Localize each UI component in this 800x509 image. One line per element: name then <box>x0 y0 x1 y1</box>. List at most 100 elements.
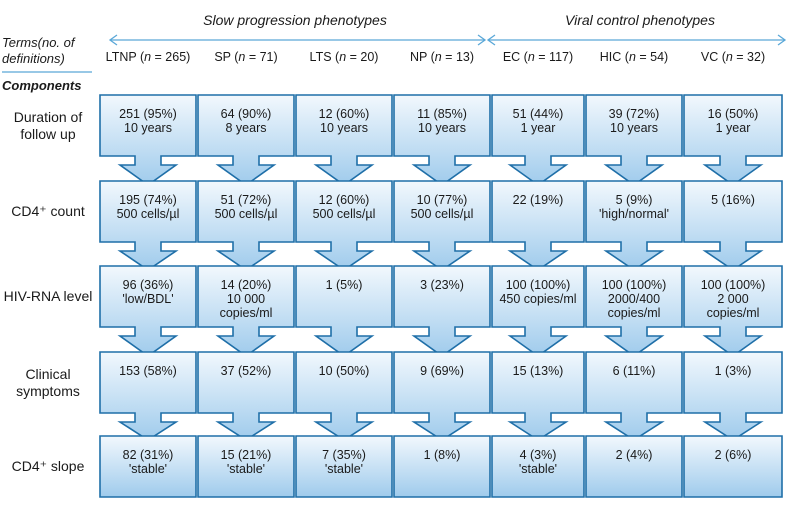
cell-line: 51 (44%) <box>512 107 564 121</box>
cell-line: 15 (13%) <box>512 364 564 378</box>
cell-box-r0-c1 <box>197 94 295 186</box>
row-label-1: CD4⁺ count <box>11 203 85 219</box>
cell-line: 500 cells/µl <box>214 207 278 221</box>
term-count: = 265) <box>151 50 191 64</box>
cell-line: 10 000 <box>226 292 266 306</box>
cell-line: 37 (52%) <box>220 364 272 378</box>
cell-line: copies/ml <box>607 306 661 320</box>
row-label-4: CD4⁺ slope <box>11 458 85 474</box>
cell-box-r1-c6 <box>683 180 783 271</box>
cell-r4-np: 1 (8%) <box>394 448 490 462</box>
cell-line: 2 (6%) <box>714 448 752 462</box>
cell-r0-lts: 12 (60%) 10 years <box>296 107 392 135</box>
cell-box-r3-c1 <box>197 351 295 441</box>
cell-r4-ec: 4 (3%)'stable' <box>492 448 584 476</box>
term-count: = 54) <box>635 50 669 64</box>
cell-line: 100 (100%) <box>700 278 766 292</box>
cell-box-r2-c4 <box>491 265 585 357</box>
cell-line: 5 (16%) <box>711 193 755 207</box>
cell-line: 'stable' <box>226 462 266 476</box>
cell-line: 9 (69%) <box>420 364 464 378</box>
cell-box-r3-c2 <box>295 351 393 441</box>
cell-line: 1 year <box>715 121 751 135</box>
term-name: EC ( <box>502 50 528 64</box>
term-name: VC ( <box>700 50 726 64</box>
cell-box-r4-c3 <box>393 435 491 498</box>
cell-line: 'stable' <box>518 462 558 476</box>
term-count: = 20) <box>346 50 379 64</box>
cell-line: 100 (100%) <box>505 278 571 292</box>
cell-r3-ltnp: 153 (58%) <box>100 364 196 378</box>
cell-box-r3-c6 <box>683 351 783 441</box>
group-title-slow-progression: Slow progression phenotypes <box>203 12 387 28</box>
cell-r3-np: 9 (69%) <box>394 364 490 378</box>
cell-r4-vc: 2 (6%) <box>684 448 782 462</box>
cell-line: 100 (100%) <box>601 278 667 292</box>
cell-r0-sp: 64 (90%) 8 years <box>198 107 294 135</box>
cell-box-r3-c5 <box>585 351 683 441</box>
cell-line: 5 (9%) <box>615 193 653 207</box>
cell-r2-lts: 1 (5%) <box>296 278 392 292</box>
cell-box-r1-c2 <box>295 180 393 271</box>
cell-r1-ltnp: 195 (74%) 500 cells/µl <box>100 193 196 221</box>
term-header-lts: LTS (n = 20) <box>309 50 379 64</box>
cell-line: 2 (4%) <box>615 448 653 462</box>
cell-line: 39 (72%) <box>608 107 660 121</box>
cell-line: 8 years <box>225 121 267 135</box>
cell-r3-vc: 1 (3%) <box>684 364 782 378</box>
cell-r2-ec: 100 (100%) 450 copies/ml <box>492 278 584 306</box>
term-count: = 13) <box>441 50 475 64</box>
row-label-0: Duration of follow up <box>13 108 83 142</box>
cell-line: 82 (31%) <box>122 448 174 462</box>
cell-r1-np: 10 (77%) 500 cells/µl <box>394 193 490 221</box>
cell-box-r1-c4 <box>491 180 585 271</box>
cell-box-r1-c3 <box>393 180 491 271</box>
cell-line: 10 years <box>418 121 466 135</box>
term-count: = 32) <box>732 50 766 64</box>
cell-r3-ec: 15 (13%) <box>492 364 584 378</box>
cell-box-r2-c5 <box>585 265 683 357</box>
term-name: SP ( <box>214 50 239 64</box>
cell-box-r2-c1 <box>197 265 295 357</box>
cell-r3-lts: 10 (50%) <box>296 364 392 378</box>
cell-box-r4-c2 <box>295 435 393 498</box>
cell-line: 251 (95%) <box>119 107 177 121</box>
cell-box-r4-c5 <box>585 435 683 498</box>
cell-box-r4-c0 <box>99 435 197 498</box>
term-header-vc: VC (n = 32) <box>700 50 766 64</box>
terms-label: Terms(no. of definitions) <box>2 35 75 66</box>
cell-line: 10 years <box>320 121 368 135</box>
cell-box-r3-c4 <box>491 351 585 441</box>
components-label: Components <box>2 78 82 93</box>
cell-r2-hic: 100 (100%) 2000/400 copies/ml <box>586 278 682 320</box>
cell-line: 'low/BDL' <box>122 292 174 306</box>
cell-line: 4 (3%) <box>519 448 557 462</box>
cell-line: 7 (35%) <box>322 448 366 462</box>
term-header-hic: HIC (n = 54) <box>599 50 669 64</box>
cell-line: 64 (90%) <box>220 107 272 121</box>
term-name: NP ( <box>409 50 435 64</box>
cell-r4-hic: 2 (4%) <box>586 448 682 462</box>
cell-r4-sp: 15 (21%)'stable' <box>198 448 294 476</box>
cell-line: 153 (58%) <box>119 364 177 378</box>
cell-r2-np: 3 (23%) <box>394 278 490 292</box>
cell-line: 6 (11%) <box>612 364 656 378</box>
cell-line: 3 (23%) <box>420 278 464 292</box>
cell-line: copies/ml <box>219 306 273 320</box>
cell-r1-hic: 5 (9%)'high/normal' <box>586 193 682 221</box>
cell-box-r1-c1 <box>197 180 295 271</box>
cell-line: 450 copies/ml <box>499 292 577 306</box>
cell-box-r0-c2 <box>295 94 393 186</box>
cell-box-r4-c4 <box>491 435 585 498</box>
term-header-np: NP (n = 13) <box>409 50 475 64</box>
row-label-2: HIV-RNA level <box>3 288 93 304</box>
cell-line: 500 cells/µl <box>410 207 474 221</box>
cell-box-r0-c5 <box>585 94 683 186</box>
cell-line: 'stable' <box>324 462 364 476</box>
term-count: = 71) <box>245 50 278 64</box>
cell-box-r0-c3 <box>393 94 491 186</box>
term-name: HIC ( <box>599 50 629 64</box>
term-name: LTS ( <box>309 50 340 64</box>
cell-box-r1-c5 <box>585 180 683 271</box>
cell-line: 1 (8%) <box>423 448 461 462</box>
